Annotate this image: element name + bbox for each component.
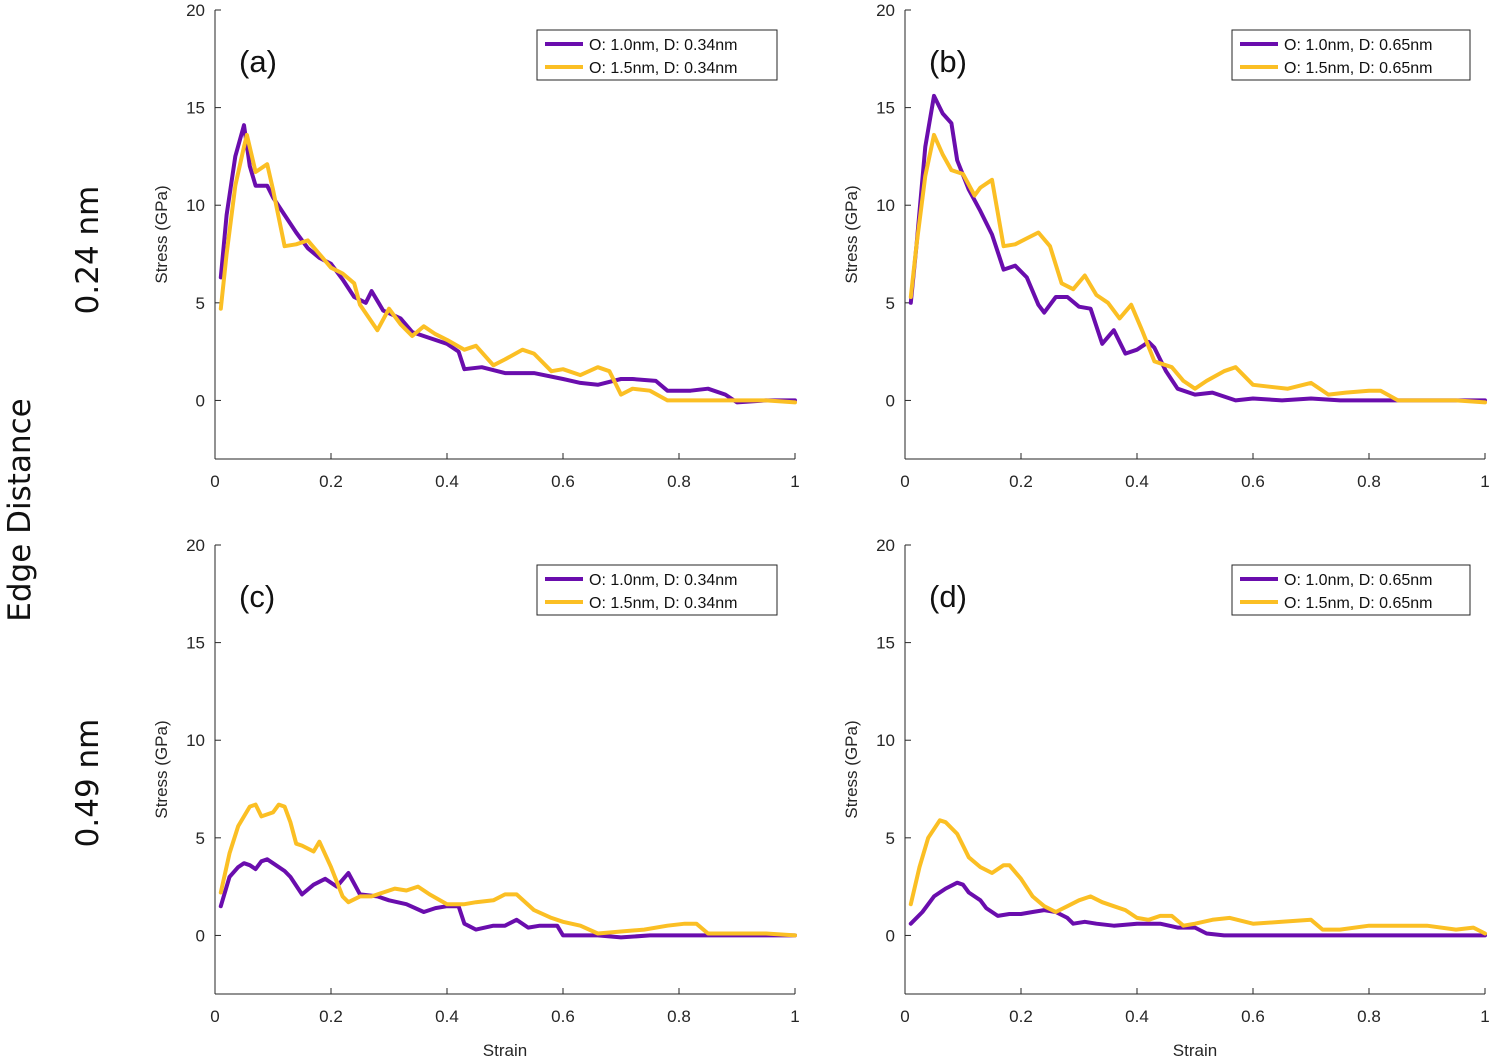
- x-tick-label: 0.6: [551, 1007, 575, 1026]
- x-tick-label: 0: [900, 472, 909, 491]
- x-tick-label: 0.2: [1009, 472, 1033, 491]
- y-tick-label: 0: [886, 391, 895, 410]
- legend-entry: O: 1.5nm, D: 0.65nm: [1284, 60, 1433, 77]
- y-tick-label: 15: [186, 99, 205, 118]
- x-tick-label: 0: [210, 472, 219, 491]
- y-tick-label: 10: [186, 731, 205, 750]
- x-tick-label: 1: [790, 1007, 799, 1026]
- x-tick-label: 0.4: [435, 1007, 459, 1026]
- panel-label: (a): [239, 44, 277, 79]
- y-axis-label: Stress (GPa): [152, 720, 171, 818]
- y-tick-label: 20: [876, 1, 895, 20]
- y-tick-label: 10: [876, 196, 895, 215]
- x-tick-label: 1: [1480, 472, 1489, 491]
- x-tick-label: 0.6: [1241, 1007, 1265, 1026]
- legend-entry: O: 1.0nm, D: 0.65nm: [1284, 37, 1433, 54]
- x-tick-label: 0.4: [1125, 1007, 1149, 1026]
- y-tick-label: 20: [186, 1, 205, 20]
- y-tick-label: 10: [186, 196, 205, 215]
- x-axis-label: Strain: [1173, 1041, 1217, 1060]
- y-tick-label: 5: [196, 294, 205, 313]
- y-tick-label: 5: [886, 829, 895, 848]
- series-line: [218, 802, 797, 938]
- legend-entry: O: 1.5nm, D: 0.34nm: [589, 595, 738, 612]
- legend-entry: O: 1.5nm, D: 0.34nm: [589, 60, 738, 77]
- series-line: [908, 818, 1487, 936]
- y-tick-label: 15: [876, 99, 895, 118]
- legend-box: [536, 29, 778, 81]
- row-label-top: 0.24 nm: [70, 186, 106, 315]
- x-tick-label: 0: [900, 1007, 909, 1026]
- series-line: [218, 857, 797, 940]
- y-tick-label: 5: [196, 829, 205, 848]
- x-tick-label: 0.2: [319, 472, 343, 491]
- x-tick-label: 0: [210, 1007, 219, 1026]
- series-line: [908, 132, 1487, 405]
- x-tick-label: 0.6: [551, 472, 575, 491]
- series-line: [218, 132, 797, 405]
- legend-box: [1231, 29, 1471, 81]
- y-tick-label: 0: [196, 926, 205, 945]
- x-tick-label: 0.4: [1125, 472, 1149, 491]
- panel-label: (b): [929, 44, 967, 79]
- panel-label: (c): [239, 579, 275, 614]
- side-title: Edge Distance: [2, 398, 38, 621]
- x-tick-label: 0.2: [319, 1007, 343, 1026]
- y-axis-label: Stress (GPa): [842, 720, 861, 818]
- y-axis-label: Stress (GPa): [152, 185, 171, 283]
- legend-entry: O: 1.0nm, D: 0.65nm: [1284, 572, 1433, 589]
- x-tick-label: 0.8: [1357, 472, 1381, 491]
- series-line: [908, 93, 1487, 403]
- x-axis-label: Strain: [483, 1041, 527, 1060]
- legend-entry: O: 1.0nm, D: 0.34nm: [589, 572, 738, 589]
- y-tick-label: 15: [876, 634, 895, 653]
- x-tick-label: 0.6: [1241, 472, 1265, 491]
- x-tick-label: 1: [790, 472, 799, 491]
- x-tick-label: 0.2: [1009, 1007, 1033, 1026]
- legend-entry: O: 1.5nm, D: 0.65nm: [1284, 595, 1433, 612]
- series-line: [218, 123, 797, 405]
- y-tick-label: 20: [876, 536, 895, 555]
- x-tick-label: 0.8: [1357, 1007, 1381, 1026]
- legend-entry: O: 1.0nm, D: 0.34nm: [589, 37, 738, 54]
- row-label-bottom: 0.49 nm: [70, 719, 106, 848]
- y-axis-label: Stress (GPa): [842, 185, 861, 283]
- x-tick-label: 0.8: [667, 1007, 691, 1026]
- series-line: [908, 880, 1487, 938]
- y-tick-label: 0: [886, 926, 895, 945]
- x-tick-label: 1: [1480, 1007, 1489, 1026]
- y-tick-label: 5: [886, 294, 895, 313]
- x-tick-label: 0.8: [667, 472, 691, 491]
- legend-box: [536, 564, 778, 616]
- y-tick-label: 20: [186, 536, 205, 555]
- x-tick-label: 0.4: [435, 472, 459, 491]
- y-tick-label: 15: [186, 634, 205, 653]
- legend-box: [1231, 564, 1471, 616]
- y-tick-label: 0: [196, 391, 205, 410]
- y-tick-label: 10: [876, 731, 895, 750]
- panel-label: (d): [929, 579, 967, 614]
